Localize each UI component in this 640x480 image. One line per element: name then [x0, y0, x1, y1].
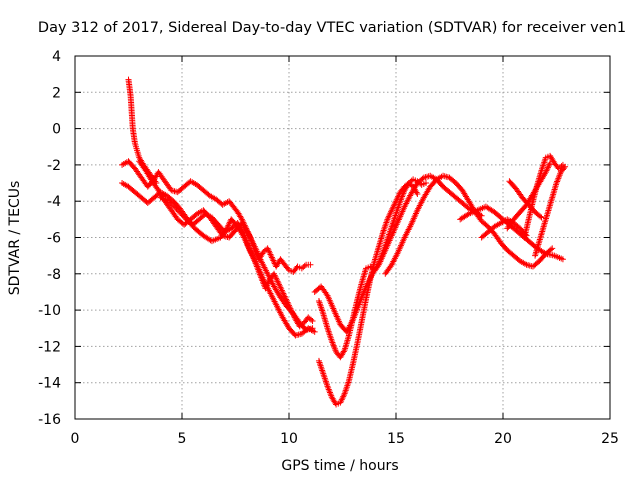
plus-markers [157, 194, 318, 339]
plus-markers [315, 176, 429, 361]
series-trace-9 [382, 172, 556, 277]
series-trace-5 [157, 194, 318, 339]
series-trace-8 [311, 172, 485, 335]
series-trace-12 [521, 152, 566, 241]
x-tick-label: 25 [601, 431, 619, 447]
series-trace-15 [478, 216, 530, 241]
y-tick-label: -16 [38, 412, 61, 428]
y-tick-label: -2 [47, 158, 61, 174]
plus-markers [478, 216, 530, 241]
plus-markers [382, 172, 556, 277]
x-tick-label: 0 [71, 431, 80, 447]
grid-lines [75, 56, 610, 419]
x-tick-label: 20 [494, 431, 512, 447]
series-trace-13 [532, 163, 569, 259]
x-tick-label: 5 [178, 431, 187, 447]
plus-markers [532, 163, 569, 259]
y-tick-label: 0 [52, 122, 61, 138]
plus-markers [125, 76, 160, 187]
y-tick-label: -10 [38, 303, 61, 319]
x-tick-label: 10 [280, 431, 298, 447]
x-axis-label: GPS time / hours [281, 458, 398, 474]
y-tick-label: 4 [52, 49, 61, 65]
plus-markers [311, 172, 485, 335]
series-trace-14 [506, 178, 545, 221]
series-trace-6 [315, 180, 421, 408]
plus-markers [315, 180, 421, 408]
y-tick-label: 2 [52, 85, 61, 101]
y-tick-label: -14 [38, 376, 61, 392]
series-trace-7 [315, 176, 429, 361]
x-tick-label: 15 [387, 431, 405, 447]
y-tick-label: -4 [47, 194, 61, 210]
chart-title: Day 312 of 2017, Sidereal Day-to-day VTE… [38, 20, 626, 36]
y-tick-label: -8 [47, 267, 61, 283]
plus-markers [521, 152, 566, 241]
axis-ticks: 0 5 10 15 20 25 -16 -14 -12 -10 -8 -6 -4 -2 0 2 4 [38, 49, 619, 447]
y-tick-label: -6 [47, 231, 61, 247]
y-axis-label: SDTVAR / TECUs [7, 181, 23, 296]
series-trace-1 [125, 76, 160, 187]
data-points [119, 76, 569, 408]
y-tick-label: -12 [38, 339, 61, 355]
plus-markers [506, 178, 545, 221]
